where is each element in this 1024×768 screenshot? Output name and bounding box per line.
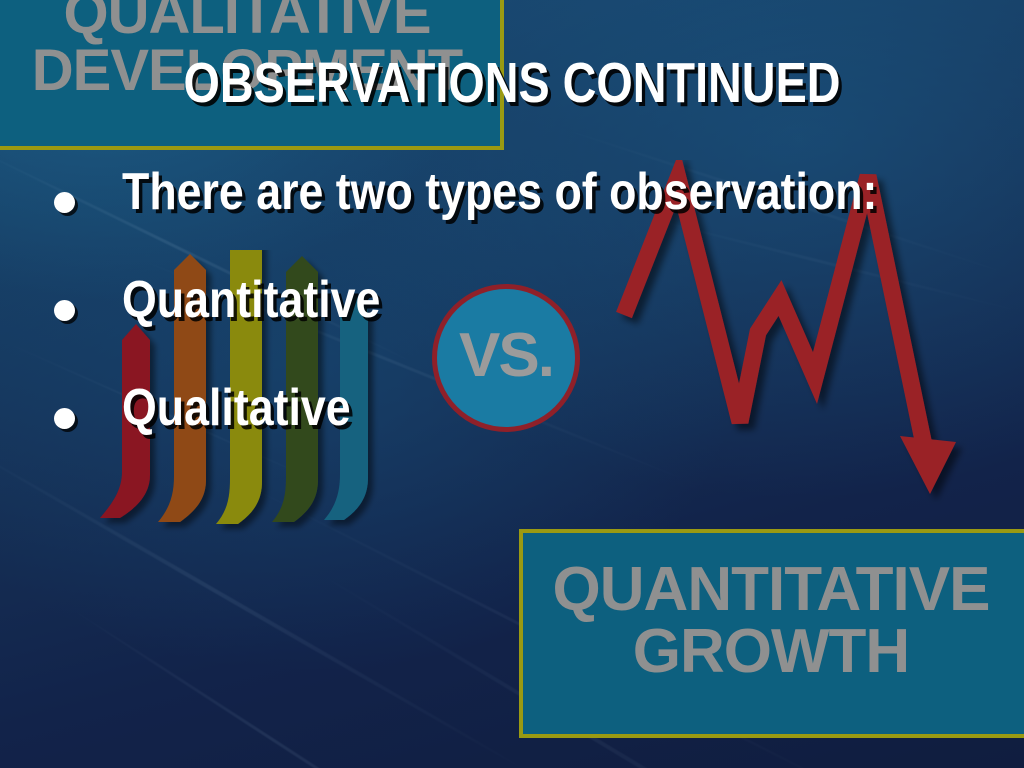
bullet-dot-icon: [54, 408, 75, 429]
badge-line-2: GROWTH: [632, 617, 910, 686]
list-item: There are two types of observation:: [44, 166, 944, 280]
bullet-dot-icon: [54, 300, 75, 321]
downtrend-polyline: [616, 150, 934, 452]
bullet-dot-icon: [54, 192, 75, 213]
vs-circle-shape: [432, 284, 580, 432]
quantitative-growth-label: QUANTITATIVE GROWTH: [523, 559, 1019, 683]
bar-1: [100, 324, 150, 518]
downtrend-arrow-graphic: [600, 150, 1000, 520]
vs-label: VS.: [459, 320, 555, 390]
bar-4: [272, 256, 318, 522]
qualitative-development-label: QUALITATIVE DEVELOPMENT: [0, 0, 500, 100]
list-item: Qualitative: [44, 382, 944, 496]
bar-chart-graphic: [96, 226, 396, 535]
quantitative-growth-badge: QUANTITATIVE GROWTH: [519, 529, 1024, 738]
list-item: Quantitative: [44, 274, 944, 388]
bar-5: [324, 294, 368, 520]
badge-line-1: QUALITATIVE: [63, 0, 431, 46]
bullet-list: There are two types of observation: Quan…: [44, 166, 944, 496]
vs-badge: VS.: [432, 284, 580, 432]
qualitative-development-badge: QUALITATIVE DEVELOPMENT: [0, 0, 504, 150]
downtrend-arrow-svg: [616, 150, 956, 494]
bullet-label: Quantitative: [122, 271, 381, 329]
bullet-label: There are two types of observation:: [122, 163, 878, 221]
bullet-label: Qualitative: [122, 379, 351, 437]
bar-chart-svg: [100, 226, 368, 524]
badge-line-2: DEVELOPMENT: [31, 37, 464, 103]
page-title: OBSERVATIONS CONTINUED: [183, 51, 841, 115]
bar-3: [216, 226, 262, 524]
downtrend-arrowhead: [900, 436, 956, 494]
badge-line-1: QUANTITATIVE: [552, 555, 991, 624]
bar-2: [158, 254, 206, 522]
